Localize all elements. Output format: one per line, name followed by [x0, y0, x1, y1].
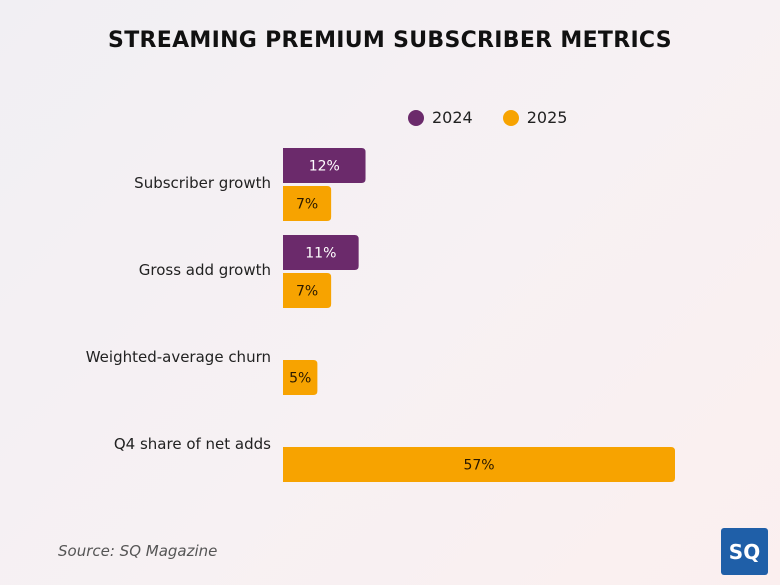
- bar-gross-add-growth-2024: [283, 235, 359, 270]
- category-label-gross-add-growth: Gross add growth: [139, 261, 271, 279]
- legend-swatch-2025: [502, 109, 519, 126]
- category-label-q4-share-of-net-adds: Q4 share of net adds: [114, 435, 271, 453]
- legend-item-2024: 2024: [408, 108, 473, 127]
- data-label-subscriber-growth-2024: 12%: [309, 159, 340, 175]
- source-note: Source: SQ Magazine: [58, 542, 218, 560]
- bar-gross-add-growth-2025: [283, 273, 332, 308]
- legend-label-2025: 2025: [526, 108, 568, 127]
- category-label-weighted-average-churn: Weighted-average churn: [86, 348, 271, 366]
- bar-weighted-average-churn-2025: [283, 360, 318, 395]
- chart-title: STREAMING PREMIUM SUBSCRIBER METRICS: [108, 28, 672, 53]
- bar-q4-share-of-net-adds-2025: [283, 447, 675, 482]
- brand-logo: SQ: [721, 528, 768, 575]
- data-label-weighted-average-churn-2025: 5%: [289, 371, 311, 387]
- data-label-subscriber-growth-2025: 7%: [296, 197, 318, 213]
- legend-label-2024: 2024: [432, 108, 473, 127]
- bar-subscriber-growth-2024: [283, 148, 366, 183]
- bar-subscriber-growth-2025: [283, 186, 332, 221]
- legend-item-2025: 2025: [502, 108, 568, 127]
- chart-legend: 2024 2025: [408, 108, 597, 127]
- data-label-q4-share-of-net-adds-2025: 57%: [463, 458, 494, 474]
- data-label-gross-add-growth-2024: 11%: [305, 246, 336, 262]
- legend-swatch-2024: [408, 109, 424, 126]
- data-label-gross-add-growth-2025: 7%: [296, 284, 318, 300]
- category-label-subscriber-growth: Subscriber growth: [134, 174, 271, 192]
